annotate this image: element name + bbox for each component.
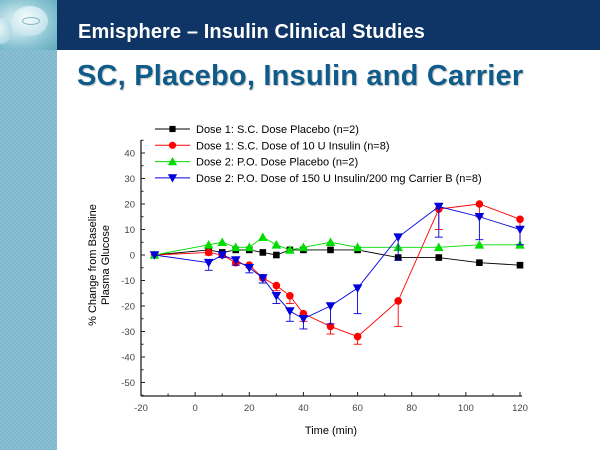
x-tick-label: -20 [134, 403, 148, 414]
x-tick-label: 60 [352, 403, 363, 414]
chart-legend: Dose 1: S.C. Dose Placebo (n=2) Dose 1: S… [155, 124, 482, 185]
x-axis-title: Time (min) [305, 425, 357, 437]
marker-triangle-up [203, 240, 214, 249]
marker-triangle-down [230, 256, 241, 265]
y-tick-label: 20 [124, 200, 135, 211]
marker-triangle-up [474, 240, 485, 249]
marker-triangle-down [203, 258, 214, 268]
marker-triangle-down [244, 263, 255, 273]
y-axis-title-line2: Plasma Glucose [100, 225, 112, 305]
marker-square [327, 246, 334, 254]
marker-circle [516, 215, 524, 224]
legend-label: Dose 2: P.O. Dose of 150 U Insulin/200 m… [196, 173, 482, 185]
marker-square [435, 254, 443, 261]
marker-triangle-up [433, 242, 444, 252]
y-tick-label: -20 [121, 302, 135, 313]
marker-circle [353, 332, 362, 341]
chart-series [149, 200, 525, 345]
header-band [0, 0, 600, 50]
y-axis-title-line1: % Change from Baseline [87, 204, 99, 326]
marker-triangle-down [271, 292, 282, 301]
y-tick-label: -50 [121, 378, 135, 389]
marker-triangle-down [285, 307, 295, 316]
y-tick-label: -10 [121, 276, 135, 287]
header-photo [0, 0, 57, 50]
marker-triangle-down [298, 314, 309, 324]
y-tick-label: 30 [124, 174, 135, 185]
y-tick-label: 0 [130, 251, 135, 262]
marker-square [516, 261, 524, 269]
marker-circle [286, 292, 294, 300]
marker-circle [475, 200, 484, 208]
x-tick-label: 120 [512, 403, 528, 414]
marker-triangle-down [393, 233, 403, 242]
series-3 [149, 232, 525, 259]
marker-square [273, 251, 280, 259]
marker-triangle-down [167, 174, 178, 183]
marker-triangle-down [325, 302, 336, 311]
marker-triangle-down [433, 202, 444, 212]
x-tick-label: 80 [406, 403, 417, 414]
marker-triangle-up [258, 232, 268, 241]
marker-triangle-up [352, 242, 363, 252]
marker-triangle-up [244, 242, 255, 252]
x-tick-label: 0 [192, 403, 197, 414]
marker-square [476, 259, 483, 266]
y-tick-label: -30 [121, 327, 135, 338]
pill-groove [22, 17, 40, 25]
marker-triangle-up [230, 242, 241, 252]
series-2 [150, 200, 524, 345]
chart-ticks: -50 -40 -30 -20 -10 0 10 20 30 40 -20 0 20 40 60 80 100 1… [121, 139, 528, 414]
marker-square [259, 249, 267, 256]
header-title: Emisphere – Insulin Clinical Studies [78, 21, 426, 43]
legend-item: Dose 2: P.O. Dose of 150 U Insulin/200 m… [155, 173, 482, 185]
marker-square [169, 125, 176, 133]
x-tick-label: 100 [458, 403, 474, 414]
marker-circle [394, 297, 402, 305]
y-tick-label: 10 [124, 225, 135, 236]
marker-triangle-up [271, 240, 282, 249]
marker-triangle-up [325, 237, 336, 247]
legend-item: Dose 2: P.O. Dose Placebo (n=2) [155, 157, 358, 169]
y-tick-label: 40 [124, 149, 135, 160]
marker-circle [204, 248, 213, 257]
y-tick-label: -40 [121, 353, 135, 364]
legend-label: Dose 1: S.C. Dose Placebo (n=2) [196, 124, 359, 136]
legend-item: Dose 1: S.C. Dose of 10 U Insulin (n=8) [155, 140, 390, 152]
marker-triangle-up [285, 245, 295, 254]
marker-triangle-up [167, 157, 178, 166]
marker-triangle-down [352, 284, 363, 293]
x-tick-label: 40 [298, 403, 309, 414]
legend-label: Dose 2: P.O. Dose Placebo (n=2) [196, 157, 358, 169]
marker-circle [168, 141, 177, 149]
marker-triangle-down [217, 251, 228, 260]
marker-triangle-down [258, 274, 268, 283]
series-4 [149, 202, 525, 330]
marker-triangle-down [149, 251, 160, 260]
x-tick-label: 20 [244, 403, 255, 414]
marker-triangle-down [474, 212, 485, 222]
slide-title: SC, Placebo, Insulin and Carrier [77, 60, 524, 92]
legend-item: Dose 1: S.C. Dose Placebo (n=2) [155, 124, 359, 136]
marker-circle [326, 322, 335, 331]
legend-label: Dose 1: S.C. Dose of 10 U Insulin (n=8) [196, 140, 390, 152]
marker-triangle-up [217, 237, 228, 247]
side-band [0, 50, 57, 450]
marker-triangle-down [515, 225, 525, 235]
marker-triangle-up [298, 242, 309, 252]
marker-circle [272, 281, 281, 290]
pill-image [0, 18, 12, 44]
